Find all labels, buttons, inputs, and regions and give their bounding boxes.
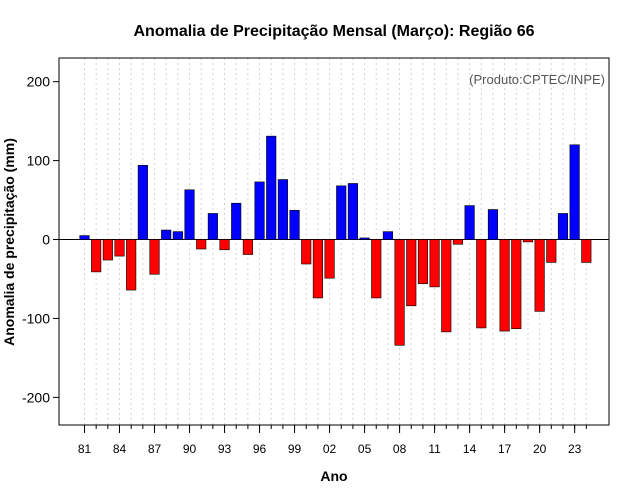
bar-2010 (417, 239, 428, 285)
x-tick-label: 81 (78, 442, 92, 456)
bar-2005 (359, 237, 370, 240)
bar-2002 (324, 239, 335, 279)
x-tick-label: 14 (463, 442, 477, 456)
bar-2011 (429, 239, 440, 288)
bar-1988 (161, 229, 172, 240)
bar-2009 (406, 239, 417, 307)
bar-2007 (382, 231, 393, 240)
product-credit: (Produto:CPTEC/INPE) (469, 72, 605, 87)
bar-2006 (371, 239, 382, 299)
bar-2020 (534, 239, 545, 312)
bar-2021 (546, 239, 557, 263)
bar-2017 (499, 239, 510, 332)
x-tick-label: 99 (288, 442, 302, 456)
bar-1986 (137, 165, 148, 240)
x-tick-label: 87 (148, 442, 162, 456)
y-axis-label: Anomalia de precipitação (mm) (1, 138, 17, 346)
vertical-grid (84, 58, 587, 425)
x-tick-label: 11 (428, 442, 441, 456)
bar-2018 (511, 239, 522, 330)
bars (79, 135, 592, 346)
bar-2001 (312, 239, 323, 299)
x-tick-label: 96 (253, 442, 267, 456)
bar-1995 (242, 239, 253, 255)
bar-1999 (289, 210, 300, 240)
bar-1981 (79, 235, 90, 240)
plot-frame (58, 57, 610, 426)
bar-2003 (336, 185, 347, 240)
x-tick-label: 17 (498, 442, 512, 456)
x-tick-label: 90 (183, 442, 197, 456)
bar-1998 (277, 179, 288, 240)
y-tick-label: -100 (22, 310, 50, 326)
y-tick-label: 100 (27, 153, 51, 169)
bar-1984 (114, 239, 125, 257)
bar-1994 (231, 202, 242, 240)
x-axis-label: Ano (320, 468, 347, 484)
bar-2013 (452, 239, 463, 245)
bar-2024 (581, 239, 592, 263)
bar-1992 (207, 213, 218, 240)
bar-2000 (301, 239, 312, 265)
bar-2015 (476, 239, 487, 329)
x-tick-label: 05 (358, 442, 372, 456)
bar-1987 (149, 239, 160, 275)
y-axis-ticks: -200 -100 0 100 200 (22, 74, 59, 405)
bar-1982 (91, 239, 102, 273)
x-tick-label: 02 (323, 442, 337, 456)
bar-1991 (196, 239, 207, 250)
x-tick-label: 84 (113, 442, 127, 456)
x-tick-label: 93 (218, 442, 232, 456)
bar-2014 (464, 205, 475, 240)
bar-1990 (184, 189, 195, 240)
bar-2016 (487, 209, 499, 240)
chart-title: Anomalia de Precipitação Mensal (Março):… (133, 23, 534, 40)
bar-1989 (172, 231, 183, 240)
bar-2012 (441, 239, 452, 333)
bar-2004 (347, 183, 358, 240)
bar-1985 (126, 239, 137, 291)
bar-1983 (102, 239, 113, 261)
x-tick-label: 23 (568, 442, 582, 456)
bar-1997 (266, 135, 277, 240)
bar-1996 (254, 181, 265, 240)
y-tick-label: 200 (27, 74, 51, 90)
x-tick-label: 08 (393, 442, 407, 456)
bar-2019 (522, 239, 534, 243)
x-tick-label: 20 (533, 442, 547, 456)
bar-2023 (569, 144, 580, 240)
bar-2008 (394, 239, 405, 346)
bar-2022 (557, 213, 569, 240)
y-tick-label: 0 (42, 232, 50, 248)
bar-1993 (219, 239, 230, 251)
y-tick-label: -200 (22, 389, 50, 405)
x-axis-ticks: 81 84 87 90 93 96 99 02 05 08 11 14 17 20 23 (78, 425, 587, 456)
